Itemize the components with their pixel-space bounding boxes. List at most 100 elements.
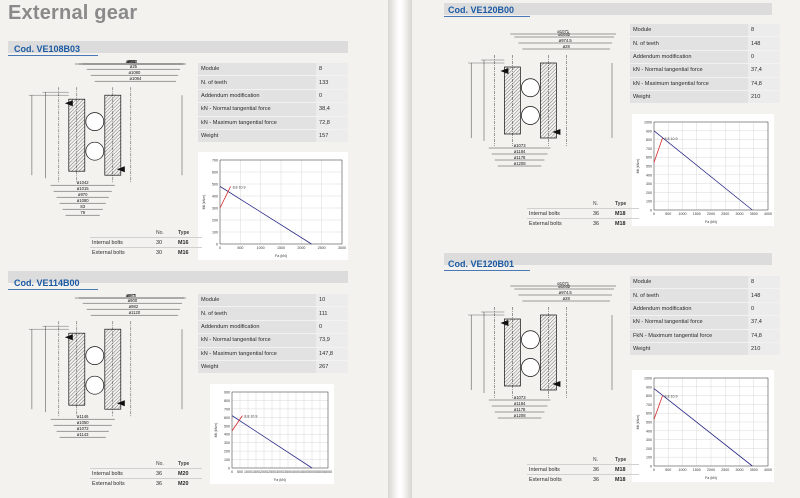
bolts-row: Internal bolts 36 M18	[527, 208, 639, 219]
spec-row: Weight 267	[198, 360, 348, 375]
bolts-no: 36	[591, 218, 613, 228]
spec-row: Module 8	[198, 63, 348, 77]
cross-section-drawing: ø1071 ø1032 ø974.5 ø28 ø1073 ø1184 ø1178 ø1208	[460, 30, 620, 180]
dimension-label: ø970	[78, 192, 88, 197]
spec-label: N. of teeth	[198, 75, 316, 90]
page-fold	[388, 0, 412, 498]
x-axis-label: Fa (kN)	[274, 478, 286, 482]
x-tick-label: 5000	[308, 470, 316, 474]
x-tick-label: 3000	[736, 212, 744, 216]
x-tick-label: 500	[237, 470, 243, 474]
spec-label: Weight	[630, 342, 748, 357]
series-line	[231, 415, 313, 469]
ball	[85, 141, 105, 161]
plot-frame	[653, 121, 769, 211]
x-tick-label: 0	[219, 246, 221, 250]
dimension-label: ø28	[563, 296, 571, 301]
x-tick-label: 3000	[736, 468, 744, 472]
spec-row: Addendum modification 0	[198, 89, 348, 104]
x-tick-label: 4000	[764, 468, 772, 472]
cross-section-drawing: ø977 ø970 ø900 ø982 ø1120 ø1146 ø1050 ø1072 ø114…	[20, 294, 190, 454]
dimension-label: ø1050	[77, 420, 90, 425]
plot-frame	[219, 159, 343, 245]
spec-row: N. of teeth 148	[630, 36, 780, 51]
dimension-label: ø1208	[514, 413, 527, 418]
y-tick-label: 0	[650, 209, 652, 213]
bolts-label: Internal bolts	[90, 237, 154, 248]
series-line	[219, 186, 231, 209]
y-tick-label: 300	[212, 207, 218, 211]
y-tick-label: 100	[646, 200, 652, 204]
dimension-label: ø970	[127, 294, 137, 298]
product-code: Cod. VE114B00	[14, 278, 80, 288]
y-tick-label: 0	[216, 243, 218, 247]
spec-label: kN - Maximum tangential force	[198, 347, 316, 361]
y-tick-label: 700	[646, 147, 652, 151]
x-tick-label: 6000	[324, 470, 332, 474]
spec-row: N. of teeth 148	[630, 288, 780, 303]
annotation-label: 8.8	[244, 415, 249, 419]
y-tick-label: 800	[646, 138, 652, 142]
y-tick-label: 900	[224, 391, 230, 395]
bolts-row: External bolts 36 M18	[527, 474, 639, 484]
spec-label: Module	[630, 24, 748, 38]
x-tick-label: 1000	[679, 212, 687, 216]
spec-row: Weight 210	[630, 342, 780, 357]
section-underline	[8, 55, 98, 56]
bolts-col-type: Type	[615, 200, 627, 207]
spec-value: 0	[748, 302, 780, 317]
bolts-label: Internal bolts	[527, 208, 591, 219]
section-bar	[444, 3, 772, 15]
y-tick-label: 700	[224, 407, 230, 411]
section-underline	[8, 289, 98, 290]
series-line	[219, 186, 312, 245]
dimension-label: ø1146	[77, 414, 89, 419]
dimension-label: ø893	[128, 60, 138, 64]
bolts-row: External bolts 30 M16	[90, 247, 202, 257]
spec-label: Addendum modification	[630, 50, 748, 65]
bolts-label: External bolts	[527, 474, 591, 484]
dimension-label: ø1042	[77, 180, 90, 185]
bolts-type: M20	[176, 478, 202, 488]
y-tick-label: 900	[646, 129, 652, 133]
ball	[85, 112, 105, 131]
dimension-label: 83	[80, 204, 85, 209]
bolts-table: No. Type Internal bolts 30 M16 External bol…	[90, 228, 202, 257]
x-tick-label: 3000	[338, 246, 346, 250]
product-code: Cod. VE108B03	[14, 44, 81, 54]
spec-row: kN - Normal tangential force 37,4	[630, 315, 780, 330]
load-chart: 0 100 200 300 400 500 600 700 0 500 1000 1500 2000 25…	[198, 152, 348, 260]
ball	[85, 375, 105, 395]
x-tick-label: 4000	[292, 470, 300, 474]
bolts-no: 30	[154, 237, 176, 248]
x-tick-label: 500	[665, 212, 671, 216]
y-tick-label: 700	[212, 159, 218, 163]
bolts-col-no: No.	[156, 460, 164, 467]
dimension-label: ø1073	[514, 143, 527, 148]
bolts-col-no: N.	[593, 456, 598, 463]
spec-value: 73,9	[316, 333, 348, 348]
section-bar	[8, 271, 348, 283]
spec-value: 148	[748, 288, 780, 303]
spec-row: Addendum modification 0	[630, 50, 780, 65]
spec-row: kN - Maximum tangential force 72,8	[198, 116, 348, 130]
bolts-type: M18	[613, 208, 639, 219]
spec-value: 157	[316, 129, 348, 144]
annotation-label: 10.9	[250, 415, 257, 419]
spec-label: Addendum modification	[198, 320, 316, 335]
bolts-row: Internal bolts 36 M20	[90, 468, 202, 479]
y-tick-label: 700	[646, 403, 652, 407]
x-tick-label: 500	[665, 468, 671, 472]
spec-value: 210	[748, 90, 780, 105]
bolts-type: M16	[176, 237, 202, 248]
page-title: External gear	[8, 2, 138, 24]
bolts-no: 36	[591, 464, 613, 475]
bolts-label: External bolts	[90, 247, 154, 257]
x-tick-label: 3500	[750, 212, 758, 216]
y-axis-label: Mt (kNm)	[636, 415, 640, 430]
spec-label: kN - Normal tangential force	[630, 63, 748, 78]
